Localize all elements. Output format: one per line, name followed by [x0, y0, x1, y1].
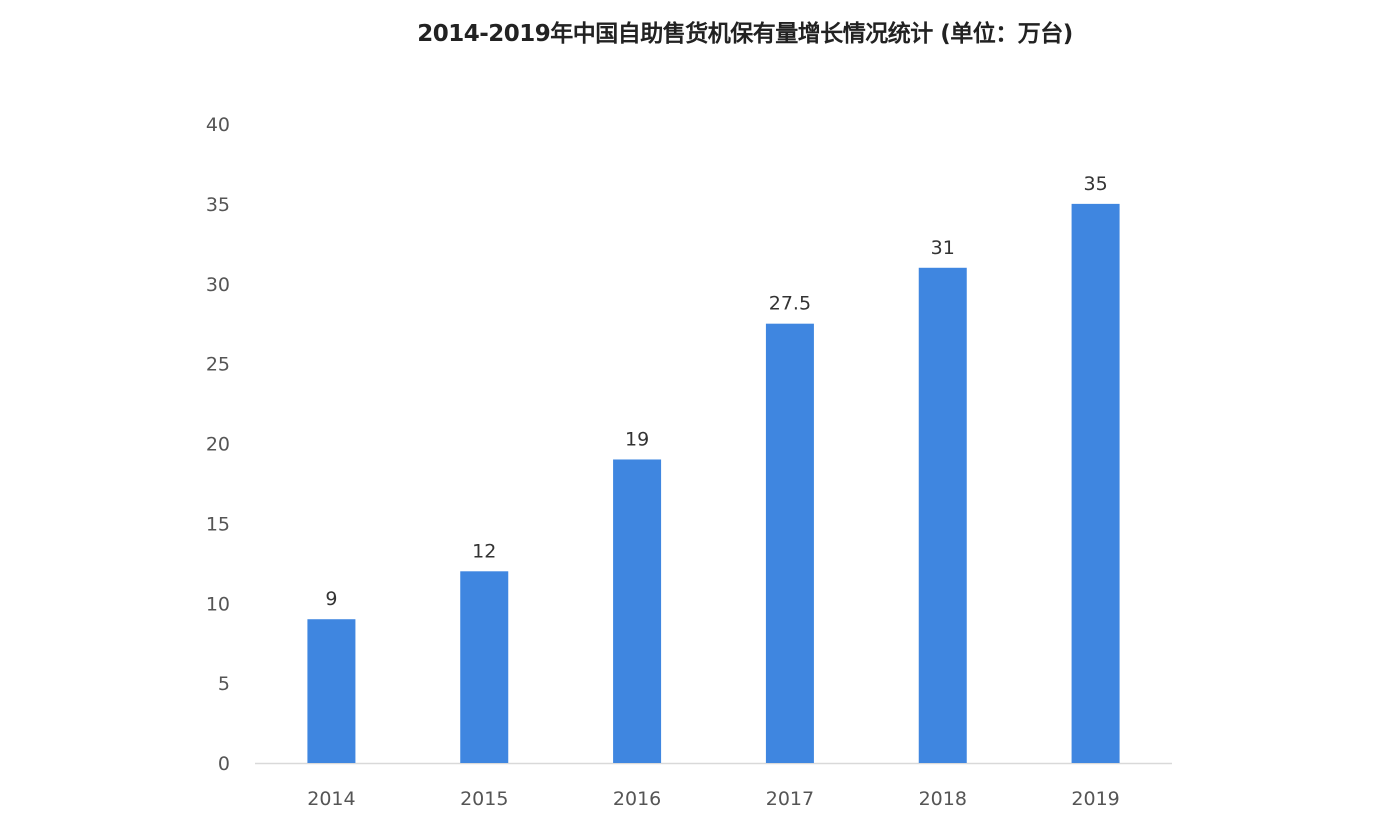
y-tick-label: 20: [206, 434, 230, 456]
x-tick-label: 2016: [613, 788, 661, 810]
data-label: 19: [625, 428, 649, 450]
y-tick-label: 30: [206, 274, 230, 296]
y-tick-label: 40: [206, 114, 230, 136]
data-label: 27.5: [769, 293, 811, 315]
bar: [460, 571, 509, 763]
data-label: 31: [931, 237, 955, 259]
data-label: 35: [1083, 173, 1107, 195]
x-tick-label: 2017: [766, 788, 814, 810]
bar: [765, 323, 814, 763]
bar: [307, 619, 356, 763]
data-label: 12: [472, 540, 496, 562]
bar: [613, 459, 662, 763]
x-tick-label: 2019: [1071, 788, 1119, 810]
x-tick-label: 2018: [919, 788, 967, 810]
chart-title: 2014-2019年中国自助售货机保有量增长情况统计 (单位：万台): [417, 21, 1073, 47]
y-tick-label: 15: [206, 513, 230, 535]
data-label: 9: [325, 588, 337, 610]
x-tick-label: 2014: [307, 788, 355, 810]
y-tick-label: 10: [206, 593, 230, 615]
y-tick-label: 25: [206, 354, 230, 376]
bar: [1071, 203, 1120, 763]
bar: [918, 267, 967, 763]
y-tick-label: 0: [218, 753, 230, 775]
x-tick-label: 2015: [460, 788, 508, 810]
y-tick-label: 5: [218, 673, 230, 695]
y-tick-label: 35: [206, 194, 230, 216]
